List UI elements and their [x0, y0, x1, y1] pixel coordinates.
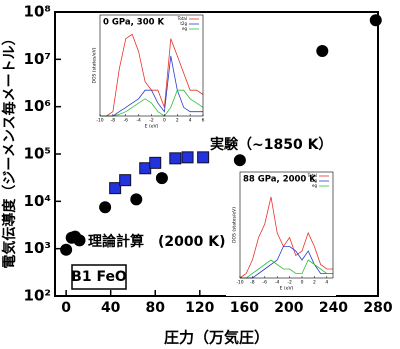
data-point: [155, 172, 168, 185]
series-label: 理論計算 (2000 K): [88, 233, 225, 250]
data-point: [369, 14, 382, 27]
x-axis-label: 圧力（万気圧）: [164, 329, 269, 347]
y-tick-label: 10²: [24, 287, 51, 305]
x-tick-label: 200: [274, 300, 303, 316]
x-axis-label: E (eV): [145, 124, 159, 130]
x-tick-label: -10: [96, 118, 103, 124]
y-tick-label: 10⁸: [24, 3, 51, 21]
data-point: [197, 151, 210, 164]
y-axis-label: 電気伝導度（ジーメンス毎メートル）: [1, 31, 18, 268]
y-tick-label: 10⁷: [24, 50, 51, 68]
data-point: [119, 174, 132, 187]
data-point: [99, 201, 112, 214]
x-tick-label: 4: [189, 118, 192, 124]
annotation-frame: [71, 264, 127, 290]
y-axis-label: DOS (states/eV): [232, 207, 238, 243]
data-point: [316, 44, 329, 57]
x-tick-label: -10: [236, 280, 243, 286]
y-tick-label: 10⁶: [24, 97, 51, 115]
x-tick-label: 0: [61, 300, 71, 316]
x-tick-label: 2: [313, 280, 316, 286]
data-point: [60, 243, 73, 256]
x-tick-label: 240: [319, 300, 348, 316]
y-tick-label: 10⁴: [24, 192, 51, 210]
legend-label: t2g: [310, 178, 317, 183]
y-tick-label: 10⁵: [24, 145, 51, 163]
x-tick-label: -2: [287, 280, 292, 286]
inset-frame: [239, 171, 334, 279]
x-tick-label: -6: [263, 280, 268, 286]
data-point: [139, 162, 152, 175]
inset-background: [86, 13, 206, 132]
legend-label: eg: [182, 26, 187, 31]
x-tick-label: 160: [230, 300, 259, 316]
data-point: [233, 154, 246, 167]
x-tick-label: -4: [275, 280, 280, 286]
x-tick-label: -6: [124, 118, 129, 124]
data-point: [169, 152, 182, 165]
x-tick-label: 120: [185, 300, 214, 316]
legend-label: Total: [307, 173, 317, 178]
x-tick-label: -2: [149, 118, 154, 124]
x-tick-label: -8: [250, 280, 255, 286]
x-tick-label: 6: [202, 118, 205, 124]
x-tick-label: 0: [163, 118, 166, 124]
y-tick-label: 10³: [24, 239, 51, 257]
x-tick-label: 40: [101, 300, 121, 316]
data-point: [181, 151, 194, 164]
x-tick-label: -4: [136, 118, 141, 124]
inset-title: 0 GPa, 300 K: [103, 18, 164, 28]
y-axis-label: DOS (states/eV): [92, 47, 98, 83]
plot-frame: [54, 11, 379, 297]
x-tick-label: -8: [111, 118, 116, 124]
x-tick-label: 2: [176, 118, 179, 124]
dos-line: [100, 89, 204, 117]
annotation-box: B1 FeO: [71, 264, 127, 290]
series-label: 実験（~1850 K）: [210, 136, 332, 153]
x-tick-label: 80: [145, 300, 165, 316]
dos-line: [239, 196, 333, 279]
data-point: [149, 156, 162, 169]
data-point: [73, 234, 86, 247]
data-point: [130, 193, 143, 206]
x-tick-label: 4: [325, 280, 328, 286]
legend-label: eg: [312, 183, 317, 188]
x-tick-label: 280: [363, 300, 392, 316]
inset-title: 88 GPa, 2000 K: [243, 175, 316, 185]
x-tick-label: 0: [301, 280, 304, 286]
data-point: [109, 182, 122, 195]
annotation: B1 FeO: [71, 269, 127, 285]
legend-label: Total: [177, 16, 187, 21]
x-axis-label: E (eV): [280, 286, 294, 292]
dos-line: [240, 246, 333, 279]
dos-line: [100, 55, 203, 117]
inset-background: [226, 168, 336, 296]
legend-label: t2g: [180, 21, 187, 26]
dos-line: [240, 259, 333, 279]
